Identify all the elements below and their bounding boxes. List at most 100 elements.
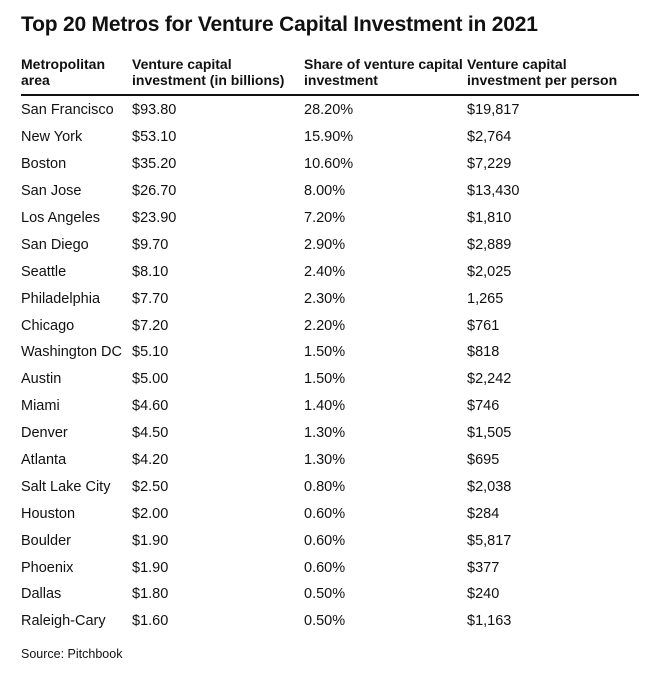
cell-metro: New York (21, 129, 83, 146)
cell-metro: Chicago (21, 317, 75, 334)
table-row: San Francisco $93.80 28.20% $19,817 (21, 95, 639, 124)
cell-investment: $4.60 (132, 398, 169, 415)
cell-share: 0.50% (304, 613, 346, 630)
cell-share: 2.30% (304, 290, 346, 307)
cell-metro: San Jose (21, 183, 82, 200)
cell-metro: Seattle (21, 263, 67, 280)
cell-share: 10.60% (304, 156, 354, 173)
table-row: Salt Lake City $2.50 0.80% $2,038 (21, 473, 639, 500)
cell-per-person: 1,265 (467, 290, 504, 307)
cell-share: 1.30% (304, 425, 346, 442)
table-row: Los Angeles $23.90 7.20% $1,810 (21, 205, 639, 232)
cell-metro: Austin (21, 371, 62, 388)
cell-share: 0.50% (304, 586, 346, 603)
cell-share: 7.20% (304, 210, 346, 226)
table-figure: Top 20 Metros for Venture Capital Invest… (21, 10, 639, 661)
cell-investment: $5.10 (132, 344, 169, 361)
cell-share: 28.20% (304, 102, 354, 119)
cell-investment: $4.20 (132, 452, 169, 469)
cell-share: 1.30% (304, 452, 346, 469)
cell-per-person: $284 (467, 505, 500, 522)
cell-per-person: $1,163 (467, 613, 512, 630)
cell-per-person: $2,025 (467, 263, 512, 280)
cell-per-person: $19,817 (467, 102, 520, 119)
cell-share: 0.60% (304, 505, 346, 522)
cell-investment: $4.50 (132, 425, 169, 442)
cell-per-person: $1,810 (467, 210, 512, 226)
cell-investment: $35.20 (132, 156, 177, 173)
cell-metro: Washington DC (21, 344, 123, 361)
cell-metro: San Diego (21, 236, 89, 253)
column-header-metropolitan-area: Metropolitan area (21, 56, 132, 96)
table-body: San Francisco $93.80 28.20% $19,817 New York… (21, 95, 639, 635)
cell-investment: $5.00 (132, 371, 169, 388)
cell-share: 1.50% (304, 371, 346, 388)
cell-share: 15.90% (304, 129, 354, 146)
cell-metro: Denver (21, 425, 68, 442)
cell-metro: Miami (21, 398, 60, 415)
cell-per-person: $695 (467, 452, 500, 469)
cell-metro: Houston (21, 505, 76, 522)
cell-investment: $53.10 (132, 129, 177, 146)
table-row: Phoenix $1.90 0.60% $377 (21, 554, 639, 581)
cell-investment: $7.70 (132, 290, 169, 307)
cell-metro: Atlanta (21, 452, 67, 469)
cell-per-person: $240 (467, 586, 500, 603)
cell-investment: $1.90 (132, 532, 169, 549)
cell-share: 1.50% (304, 344, 346, 361)
cell-investment: $1.80 (132, 586, 169, 603)
cell-investment: $26.70 (132, 183, 177, 200)
cell-share: 0.80% (304, 478, 346, 495)
source-note: Source: Pitchbook (21, 646, 123, 661)
cell-per-person: $5,817 (467, 532, 512, 549)
page-title: Top 20 Metros for Venture Capital Invest… (21, 13, 538, 36)
cell-metro: Raleigh-Cary (21, 613, 106, 630)
cell-per-person: $2,764 (467, 129, 512, 146)
cell-per-person: $761 (467, 317, 500, 334)
cell-share: 0.60% (304, 532, 346, 549)
cell-per-person: $2,038 (467, 478, 512, 495)
table-row: Boston $35.20 10.60% $7,229 (21, 151, 639, 178)
cell-investment: $8.10 (132, 263, 169, 280)
cell-investment: $2.00 (132, 505, 169, 522)
column-header-per-person: Venture capital investment per person (467, 56, 639, 96)
cell-investment: $2.50 (132, 478, 169, 495)
table-row: Houston $2.00 0.60% $284 (21, 500, 639, 527)
cell-per-person: $377 (467, 559, 500, 576)
cell-per-person: $2,889 (467, 236, 512, 253)
cell-metro: Los Angeles (21, 210, 101, 226)
cell-share: 0.60% (304, 559, 346, 576)
cell-investment: $93.80 (132, 102, 177, 119)
cell-metro: Dallas (21, 586, 62, 603)
cell-share: 2.20% (304, 317, 346, 334)
cell-investment: $9.70 (132, 236, 169, 253)
cell-investment: $1.90 (132, 559, 169, 576)
table-row: Raleigh-Cary $1.60 0.50% $1,163 (21, 608, 639, 635)
table-row: Chicago $7.20 2.20% $761 (21, 312, 639, 339)
table-row: Washington DC $5.10 1.50% $818 (21, 339, 639, 366)
table-row: Miami $4.60 1.40% $746 (21, 393, 639, 420)
cell-investment: $23.90 (132, 210, 177, 226)
table-row: Boulder $1.90 0.60% $5,817 (21, 527, 639, 554)
cell-metro: Philadelphia (21, 290, 101, 307)
column-header-share: Share of venture capital investment (304, 56, 467, 96)
cell-per-person: $818 (467, 344, 500, 361)
cell-share: 2.40% (304, 263, 346, 280)
cell-metro: Boston (21, 156, 67, 173)
cell-metro: San Francisco (21, 102, 114, 119)
cell-metro: Boulder (21, 532, 71, 549)
cell-metro: Phoenix (21, 559, 74, 576)
table-row: Philadelphia $7.70 2.30% 1,265 (21, 285, 639, 312)
cell-per-person: $1,505 (467, 425, 512, 442)
cell-investment: $1.60 (132, 613, 169, 630)
table-row: San Jose $26.70 8.00% $13,430 (21, 178, 639, 205)
table-row: Dallas $1.80 0.50% $240 (21, 581, 639, 608)
data-table: Metropolitan area Venture capital invest… (21, 56, 639, 635)
table-row: San Diego $9.70 2.90% $2,889 (21, 231, 639, 258)
cell-per-person: $2,242 (467, 371, 512, 388)
cell-per-person: $13,430 (467, 183, 520, 200)
cell-per-person: $7,229 (467, 156, 512, 173)
table-row: Seattle $8.10 2.40% $2,025 (21, 258, 639, 285)
cell-share: 8.00% (304, 183, 346, 200)
column-header-vc-investment: Venture capital investment (in billions) (132, 56, 304, 96)
